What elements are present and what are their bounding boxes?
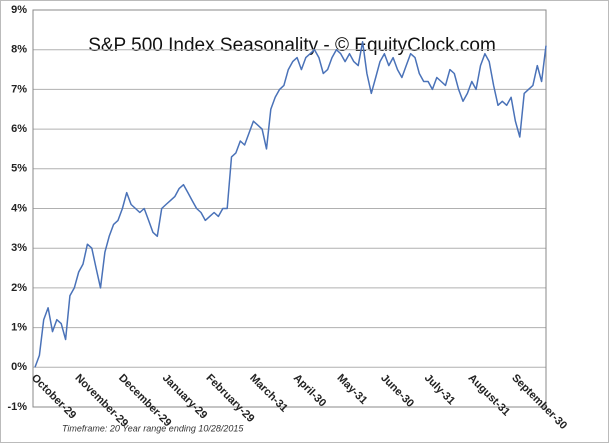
y-tick-label: 3%	[11, 242, 27, 254]
y-tick-label: 9%	[11, 4, 27, 16]
line	[34, 41, 547, 368]
y-tick-label: -1%	[7, 401, 27, 413]
y-tick-label: 5%	[11, 163, 27, 175]
y-tick-label: 0%	[11, 361, 27, 373]
y-tick-label: 4%	[11, 202, 27, 214]
y-tick-label: 1%	[11, 322, 27, 334]
y-tick-label: 7%	[11, 83, 27, 95]
y-tick-label: 8%	[11, 44, 27, 56]
plot-border	[32, 9, 547, 408]
chart-title: S&P 500 Index Seasonality - © EquityCloc…	[88, 35, 496, 56]
y-tick-label: 6%	[11, 123, 27, 135]
annotation: Timeframe: 20 Year range ending 10/28/20…	[62, 423, 244, 433]
y-tick-label: 2%	[11, 282, 27, 294]
